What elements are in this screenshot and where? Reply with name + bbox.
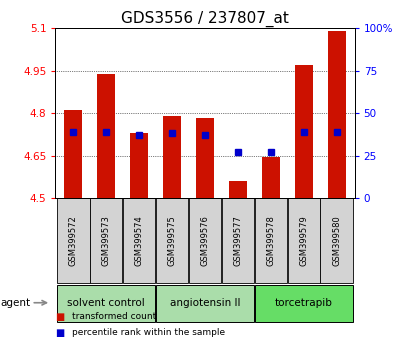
Text: GDS3556 / 237807_at: GDS3556 / 237807_at (121, 11, 288, 27)
Bar (196, 118, 213, 198)
Bar (261, 157, 279, 198)
Bar (189, 198, 220, 283)
Bar (64, 110, 82, 198)
Bar (97, 74, 115, 198)
Text: agent: agent (0, 298, 30, 308)
Bar (221, 198, 254, 283)
Bar (287, 198, 319, 283)
Text: GSM399572: GSM399572 (69, 215, 78, 266)
Bar (294, 65, 312, 198)
Bar (163, 116, 181, 198)
Text: torcetrapib: torcetrapib (274, 298, 332, 308)
Text: ■: ■ (55, 328, 65, 338)
Bar (155, 198, 188, 283)
Bar (327, 31, 345, 198)
Text: percentile rank within the sample: percentile rank within the sample (72, 328, 224, 337)
Text: ■: ■ (55, 312, 65, 322)
Bar (57, 198, 89, 283)
Bar (155, 285, 254, 322)
Bar (320, 198, 352, 283)
Text: GSM399574: GSM399574 (135, 215, 144, 266)
Text: GSM399580: GSM399580 (331, 215, 340, 266)
Text: transformed count: transformed count (72, 312, 155, 321)
Bar (90, 198, 122, 283)
Text: GSM399579: GSM399579 (299, 215, 308, 266)
Bar (130, 133, 148, 198)
Text: GSM399575: GSM399575 (167, 215, 176, 266)
Bar (123, 198, 155, 283)
Text: GSM399573: GSM399573 (101, 215, 110, 266)
Text: solvent control: solvent control (67, 298, 145, 308)
Bar (254, 198, 286, 283)
Bar (57, 285, 155, 322)
Bar (228, 181, 246, 198)
Text: GSM399578: GSM399578 (265, 215, 274, 266)
Bar (254, 285, 352, 322)
Text: GSM399577: GSM399577 (233, 215, 242, 266)
Text: GSM399576: GSM399576 (200, 215, 209, 266)
Text: angiotensin II: angiotensin II (169, 298, 240, 308)
